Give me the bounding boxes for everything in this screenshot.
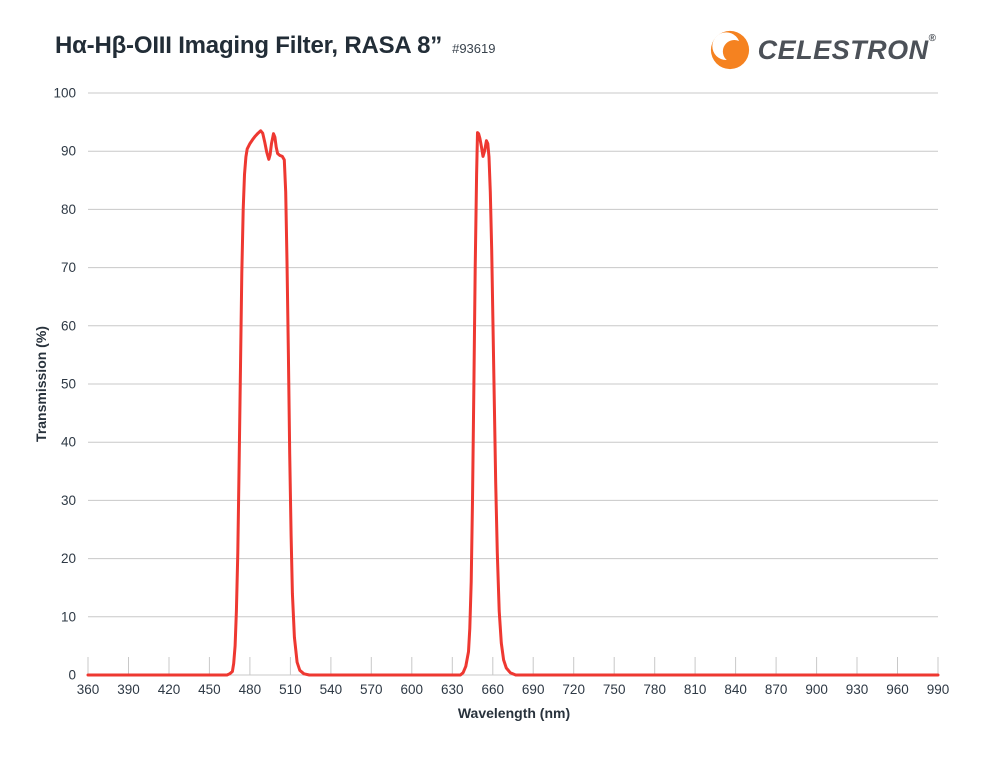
x-axis-title: Wavelength (nm) [457,705,571,721]
y-tick-label: 80 [61,202,76,217]
x-tick-label: 870 [765,682,788,697]
y-tick-label: 40 [61,435,76,450]
x-tick-label: 960 [886,682,909,697]
x-tick-label: 750 [603,682,626,697]
y-tick-label: 0 [68,668,76,683]
part-number: #93619 [452,41,496,56]
y-axis-title: Transmission (%) [33,326,49,442]
y-tick-label: 50 [61,377,76,392]
x-tick-label: 930 [846,682,869,697]
x-tick-label: 570 [360,682,383,697]
page-title: Hα-Hβ-OIII Imaging Filter, RASA 8” [55,32,443,59]
x-tick-label: 420 [158,682,181,697]
y-tick-label: 30 [61,493,76,508]
x-tick-label: 510 [279,682,302,697]
x-tick-label: 630 [441,682,464,697]
celestron-logo: CELESTRON ® [709,29,936,71]
x-tick-label: 810 [684,682,707,697]
x-tick-label: 450 [198,682,221,697]
x-tick-label: 900 [805,682,828,697]
y-tick-label: 20 [61,551,76,566]
x-tick-label: 690 [522,682,545,697]
brand-wordmark: CELESTRON [757,35,929,65]
x-tick-label: 480 [239,682,262,697]
x-tick-label: 360 [77,682,100,697]
x-tick-label: 660 [482,682,505,697]
y-tick-label: 100 [53,86,76,101]
x-tick-label: 720 [562,682,585,697]
header: Hα-Hβ-OIII Imaging Filter, RASA 8” #9361… [55,34,495,58]
x-tick-label: 840 [724,682,747,697]
x-tick-label: 600 [401,682,424,697]
x-tick-label: 780 [643,682,666,697]
celestron-orb-icon [710,30,749,70]
x-tick-label: 390 [117,682,140,697]
y-tick-label: 60 [61,318,76,333]
x-tick-label: 990 [927,682,950,697]
y-tick-label: 70 [61,260,76,275]
registered-mark: ® [928,33,936,44]
y-tick-label: 90 [61,144,76,159]
transmission-curve [86,129,940,677]
x-tick-label: 540 [320,682,343,697]
y-tick-label: 10 [61,609,76,624]
